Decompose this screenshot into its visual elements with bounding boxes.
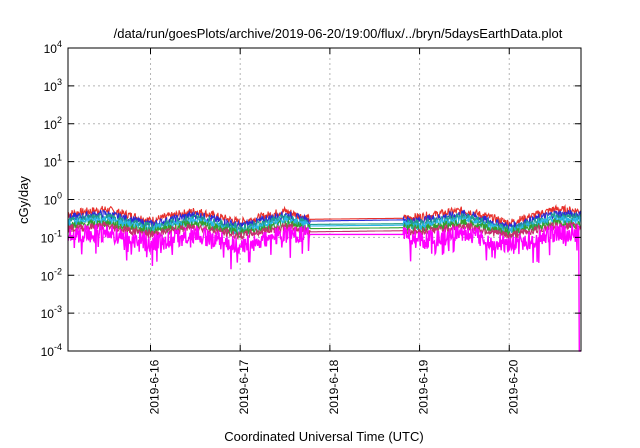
series-line [67, 220, 582, 241]
x-tick-label: 2019-6-16 [148, 359, 162, 414]
y-tick-exponent: -1 [54, 228, 62, 238]
series-layer [67, 203, 582, 352]
y-tick-exponent: 4 [57, 39, 62, 49]
x-axis-label: Coordinated Universal Time (UTC) [224, 429, 423, 444]
y-tick-exponent: -2 [54, 266, 62, 276]
y-tick-label: 104 [44, 39, 62, 56]
x-tick-label: 2019-6-17 [237, 359, 251, 414]
series-line [67, 223, 581, 352]
y-tick-label: 10-4 [41, 342, 62, 359]
y-tick-label: 10-1 [41, 228, 62, 245]
y-tick-label: 100 [44, 191, 62, 208]
x-tick-label: 2019-6-20 [506, 359, 520, 414]
x-tick-label: 2019-6-18 [327, 359, 341, 414]
y-tick-exponent: 3 [57, 77, 62, 87]
x-tick-label: 2019-6-19 [417, 359, 431, 414]
y-tick-label: 101 [44, 153, 62, 170]
y-tick-exponent: -4 [54, 342, 62, 352]
y-tick-exponent: 2 [57, 115, 62, 125]
chart-title: /data/run/goesPlots/archive/2019-06-20/1… [114, 26, 563, 41]
y-axis-label: cGy/day [16, 176, 31, 224]
grid [68, 48, 581, 351]
y-tick-exponent: 0 [57, 191, 62, 201]
y-tick-label: 10-3 [41, 304, 62, 321]
y-tick-exponent: -3 [54, 304, 62, 314]
y-tick-label: 103 [44, 77, 62, 94]
y-tick-label: 10-2 [41, 266, 62, 283]
y-tick-label: 102 [44, 115, 62, 132]
y-tick-exponent: 1 [57, 153, 62, 163]
